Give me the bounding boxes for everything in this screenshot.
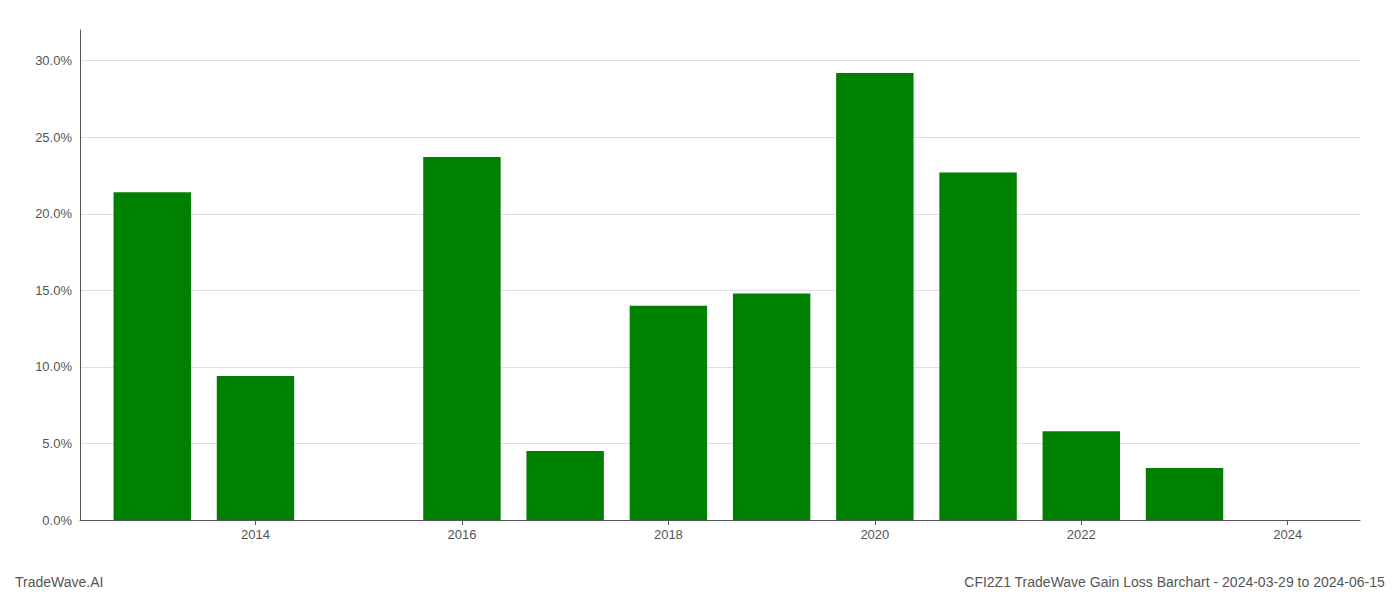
svg-text:2024: 2024 [1273, 527, 1302, 542]
svg-text:15.0%: 15.0% [35, 283, 72, 298]
svg-text:0.0%: 0.0% [42, 513, 72, 528]
svg-text:10.0%: 10.0% [35, 359, 72, 374]
svg-text:TradeWave.AI: TradeWave.AI [15, 574, 103, 590]
svg-text:2022: 2022 [1067, 527, 1096, 542]
svg-text:2020: 2020 [860, 527, 889, 542]
svg-text:2014: 2014 [241, 527, 270, 542]
svg-text:CFI2Z1 TradeWave Gain Loss Bar: CFI2Z1 TradeWave Gain Loss Barchart - 20… [964, 574, 1385, 590]
svg-text:2018: 2018 [654, 527, 683, 542]
svg-text:2016: 2016 [447, 527, 476, 542]
svg-text:5.0%: 5.0% [42, 436, 72, 451]
svg-text:20.0%: 20.0% [35, 206, 72, 221]
svg-text:25.0%: 25.0% [35, 130, 72, 145]
svg-text:30.0%: 30.0% [35, 53, 72, 68]
